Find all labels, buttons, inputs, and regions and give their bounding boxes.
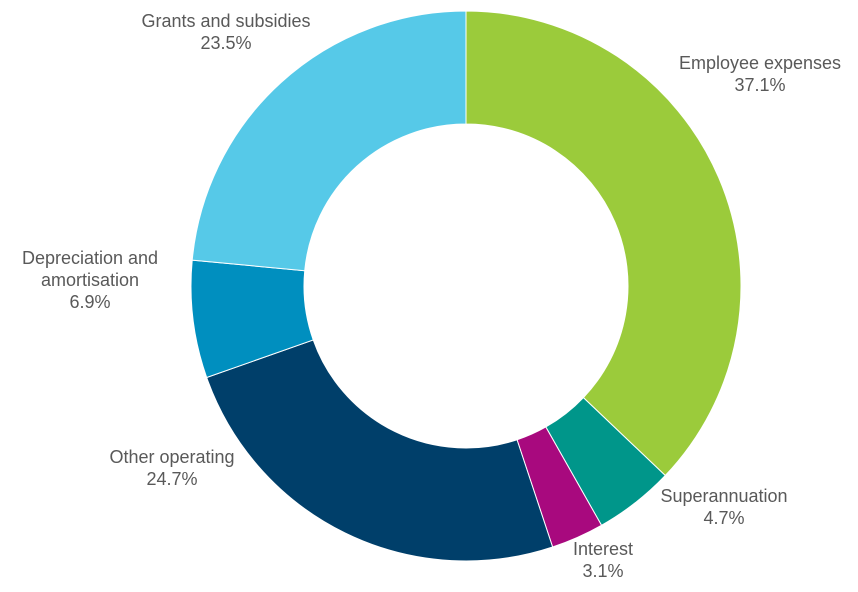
donut-slices: [190, 10, 742, 562]
slice-labels: Employee expenses 37.1% Superannuation 4.7%…: [22, 11, 841, 581]
slice-grants-and-subsidies: [191, 10, 467, 272]
label-employee-expenses: Employee expenses 37.1%: [679, 53, 841, 95]
slice-other-operating: [206, 339, 554, 562]
slice-employee-expenses: [465, 10, 742, 477]
label-superannuation: Superannuation 4.7%: [660, 486, 787, 528]
label-grants-and-subsidies: Grants and subsidies 23.5%: [141, 11, 310, 53]
label-depreciation-and-amortisation: Depreciation and amortisation 6.9%: [22, 248, 158, 312]
label-interest: Interest 3.1%: [573, 539, 633, 581]
label-other-operating: Other operating 24.7%: [109, 447, 234, 489]
